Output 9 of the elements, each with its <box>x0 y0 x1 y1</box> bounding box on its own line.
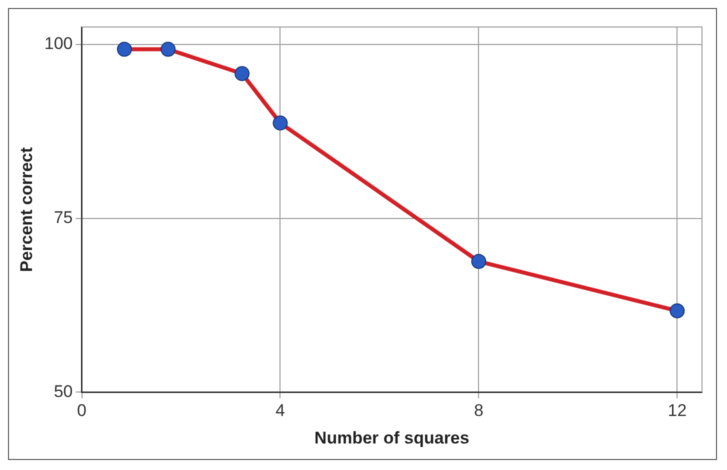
x-tick-label: 8 <box>474 401 484 420</box>
x-tick-label: 0 <box>77 401 86 420</box>
y-tick-label: 75 <box>54 208 73 227</box>
x-tick-label: 4 <box>276 401 285 420</box>
y-axis-title: Percent correct <box>16 146 36 272</box>
y-tick-label: 100 <box>44 34 73 54</box>
y-tick-label: 50 <box>54 382 73 401</box>
x-tick-label: 12 <box>668 401 687 420</box>
x-axis-title: Number of squares <box>314 428 470 448</box>
